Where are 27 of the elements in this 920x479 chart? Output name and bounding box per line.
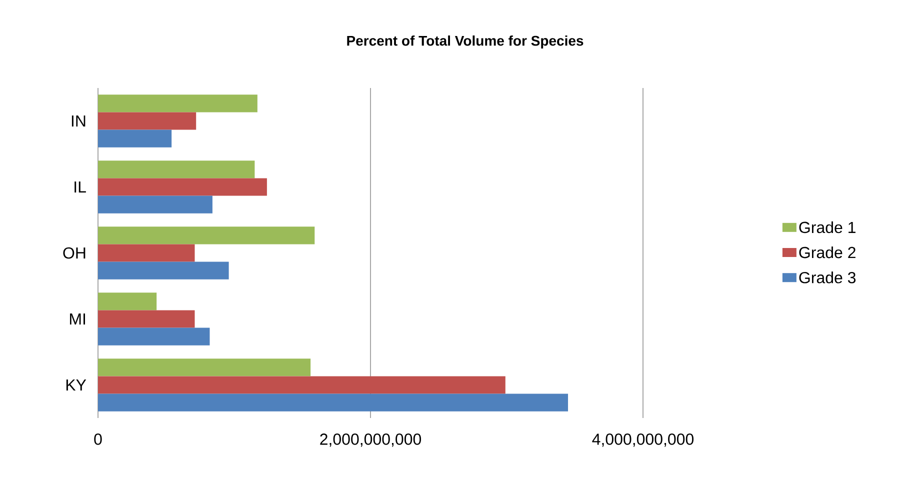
bar xyxy=(98,394,568,412)
y-tick-label: OH xyxy=(63,247,86,259)
bar xyxy=(98,328,210,346)
bar xyxy=(98,358,311,376)
x-tick-label: 0 xyxy=(94,434,102,445)
bar xyxy=(98,310,195,328)
x-tick-label: 4,000,000,000 xyxy=(592,434,694,447)
y-tick-label: IL xyxy=(74,182,86,193)
bar xyxy=(98,376,506,394)
y-tick-label: IN xyxy=(72,116,86,127)
y-tick-label: KY xyxy=(66,379,86,391)
y-tick-label: MI xyxy=(70,314,85,325)
chart-title: Percent of Total Volume for Species xyxy=(347,35,584,49)
bar xyxy=(98,178,267,196)
legend-label: Grade 1 xyxy=(799,221,856,234)
bar xyxy=(98,262,229,280)
bar xyxy=(98,160,255,178)
bar xyxy=(98,94,258,112)
bar xyxy=(98,130,172,148)
bar xyxy=(98,226,315,244)
bar xyxy=(98,244,195,262)
legend-label: Grade 2 xyxy=(799,246,856,258)
bar xyxy=(98,112,196,130)
bar xyxy=(98,292,157,310)
bar xyxy=(98,196,212,214)
x-tick-label: 2,000,000,000 xyxy=(320,434,422,447)
legend-label: Grade 3 xyxy=(799,272,856,284)
